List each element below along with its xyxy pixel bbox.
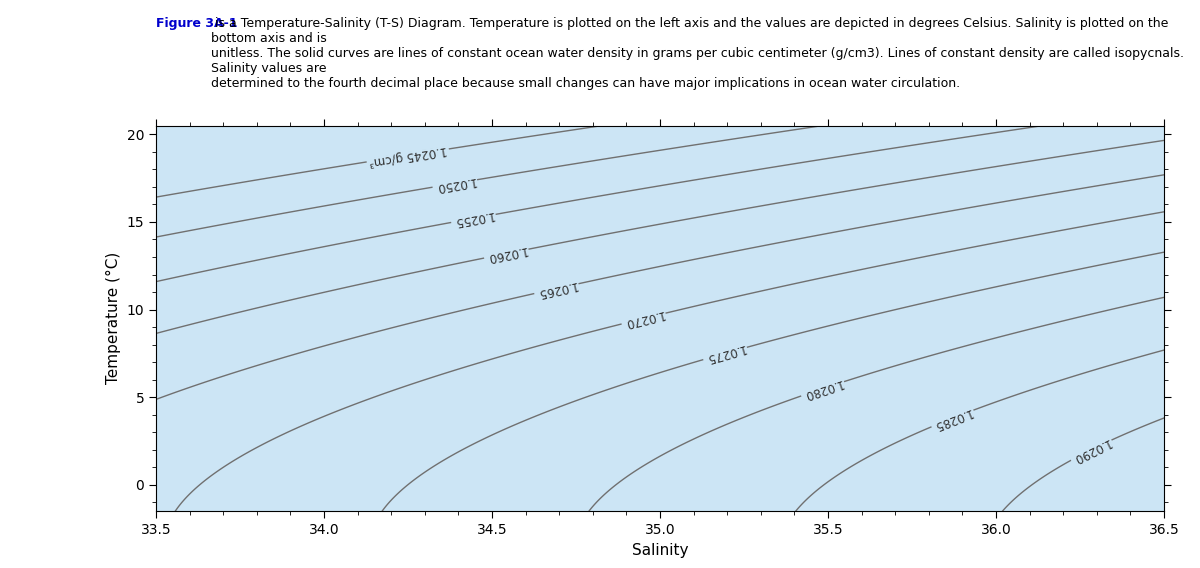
X-axis label: Salinity: Salinity: [631, 542, 689, 558]
Text: 1.0280: 1.0280: [802, 376, 844, 401]
Text: is a Temperature-Salinity (T-S) Diagram. Temperature is plotted on the left axis: is a Temperature-Salinity (T-S) Diagram.…: [211, 17, 1184, 90]
Text: Figure 3A-1: Figure 3A-1: [156, 17, 238, 30]
Text: 1.0250: 1.0250: [433, 174, 476, 193]
Text: 1.0290: 1.0290: [1070, 435, 1112, 465]
Text: 1.0260: 1.0260: [485, 243, 528, 264]
Y-axis label: Temperature (°C): Temperature (°C): [106, 252, 121, 385]
Text: 1.0265: 1.0265: [535, 278, 577, 299]
Text: 1.0285: 1.0285: [931, 405, 973, 432]
Text: 1.0270: 1.0270: [622, 307, 665, 329]
Text: 1.0245 g/cm³: 1.0245 g/cm³: [367, 143, 448, 168]
Text: 1.0255: 1.0255: [452, 208, 494, 228]
Text: 1.0275: 1.0275: [703, 341, 746, 365]
